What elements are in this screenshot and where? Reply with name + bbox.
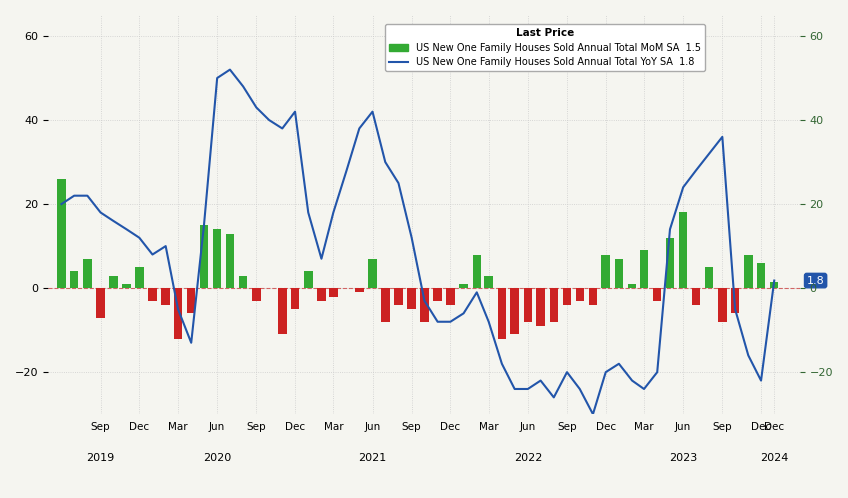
Bar xyxy=(329,288,338,296)
Bar xyxy=(705,267,713,288)
Legend: US New One Family Houses Sold Annual Total MoM SA  1.5, US New One Family Houses: US New One Family Houses Sold Annual Tot… xyxy=(385,24,705,71)
Bar xyxy=(628,284,636,288)
Text: 1.8: 1.8 xyxy=(806,275,824,285)
Bar xyxy=(576,288,584,301)
Bar xyxy=(666,238,674,288)
Bar xyxy=(304,271,313,288)
Bar xyxy=(615,259,623,288)
Bar xyxy=(510,288,519,334)
Bar xyxy=(744,254,752,288)
Bar xyxy=(756,263,765,288)
Bar xyxy=(523,288,532,322)
Text: 2020: 2020 xyxy=(203,453,232,463)
Bar xyxy=(355,288,364,292)
Bar xyxy=(97,288,105,318)
Bar xyxy=(679,213,688,288)
Bar xyxy=(57,179,65,288)
Bar xyxy=(368,259,377,288)
Bar xyxy=(239,275,248,288)
Text: 2022: 2022 xyxy=(514,453,542,463)
Text: 2024: 2024 xyxy=(760,453,789,463)
Bar xyxy=(187,288,196,313)
Bar xyxy=(692,288,700,305)
Bar xyxy=(109,275,118,288)
Text: 2021: 2021 xyxy=(359,453,387,463)
Bar xyxy=(83,259,92,288)
Text: 2019: 2019 xyxy=(86,453,114,463)
Bar xyxy=(770,282,778,288)
Bar xyxy=(484,275,493,288)
Bar xyxy=(460,284,468,288)
Bar xyxy=(718,288,727,322)
Bar xyxy=(420,288,429,322)
Bar xyxy=(653,288,661,301)
Bar xyxy=(135,267,143,288)
Bar xyxy=(174,288,182,339)
Bar xyxy=(148,288,157,301)
Bar xyxy=(226,234,234,288)
Bar xyxy=(550,288,558,322)
Bar xyxy=(601,254,610,288)
Bar xyxy=(563,288,572,305)
Bar xyxy=(433,288,442,301)
Bar xyxy=(200,225,209,288)
Bar xyxy=(446,288,455,305)
Bar xyxy=(278,288,287,334)
Bar xyxy=(639,250,648,288)
Bar xyxy=(213,229,221,288)
Bar xyxy=(472,254,481,288)
Bar xyxy=(407,288,416,309)
Bar xyxy=(70,271,78,288)
Bar xyxy=(498,288,506,339)
Bar xyxy=(589,288,597,305)
Bar xyxy=(291,288,299,309)
Bar xyxy=(731,288,739,313)
Bar xyxy=(394,288,403,305)
Bar xyxy=(536,288,545,326)
Text: 2023: 2023 xyxy=(669,453,697,463)
Bar xyxy=(252,288,260,301)
Bar xyxy=(381,288,389,322)
Bar xyxy=(161,288,170,305)
Bar xyxy=(317,288,326,301)
Bar xyxy=(122,284,131,288)
